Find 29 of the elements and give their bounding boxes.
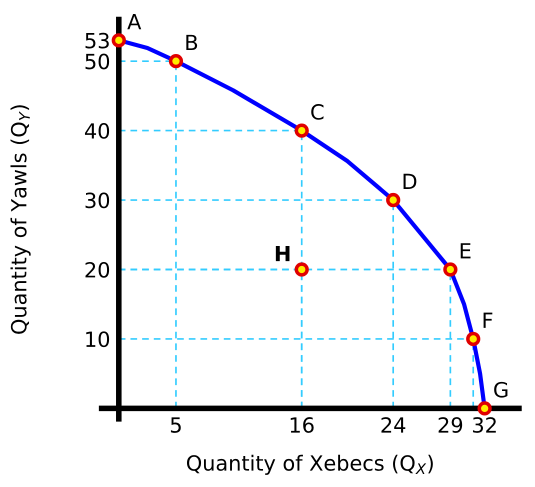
x-tick-label: 24 <box>381 417 406 433</box>
x-tick-label: 16 <box>290 417 314 433</box>
y-tick-label: 50 <box>86 54 110 70</box>
point <box>478 401 492 416</box>
y-axis-title: Quantity of Yawls (Q$_{Y}$) <box>10 105 31 334</box>
point <box>386 192 400 208</box>
x-tick-label: 32 <box>472 417 496 433</box>
point <box>294 262 309 277</box>
annotation: C <box>311 104 324 120</box>
y-tick-label: 30 <box>86 192 110 208</box>
annotation: B <box>186 34 198 50</box>
point <box>168 54 184 68</box>
annotation: H <box>276 246 290 262</box>
point <box>466 332 480 346</box>
point <box>443 262 458 277</box>
annotation: G <box>494 382 508 398</box>
point <box>294 123 309 138</box>
annotation: F <box>484 312 492 328</box>
x-tick-label: 29 <box>438 417 462 433</box>
annotation: A <box>127 14 142 30</box>
y-tick-label: 20 <box>85 262 110 278</box>
y-tick-label: 53 <box>86 32 109 49</box>
annotation: E <box>460 243 471 258</box>
point <box>112 33 126 48</box>
annotation: D <box>404 174 416 189</box>
y-tick-label: 10 <box>86 331 110 348</box>
y-tick-label: 40 <box>84 123 110 139</box>
x-axis-title: Quantity of Xebecs (Q$_{X}$) <box>186 454 433 475</box>
x-tick-label: 5 <box>170 417 181 433</box>
